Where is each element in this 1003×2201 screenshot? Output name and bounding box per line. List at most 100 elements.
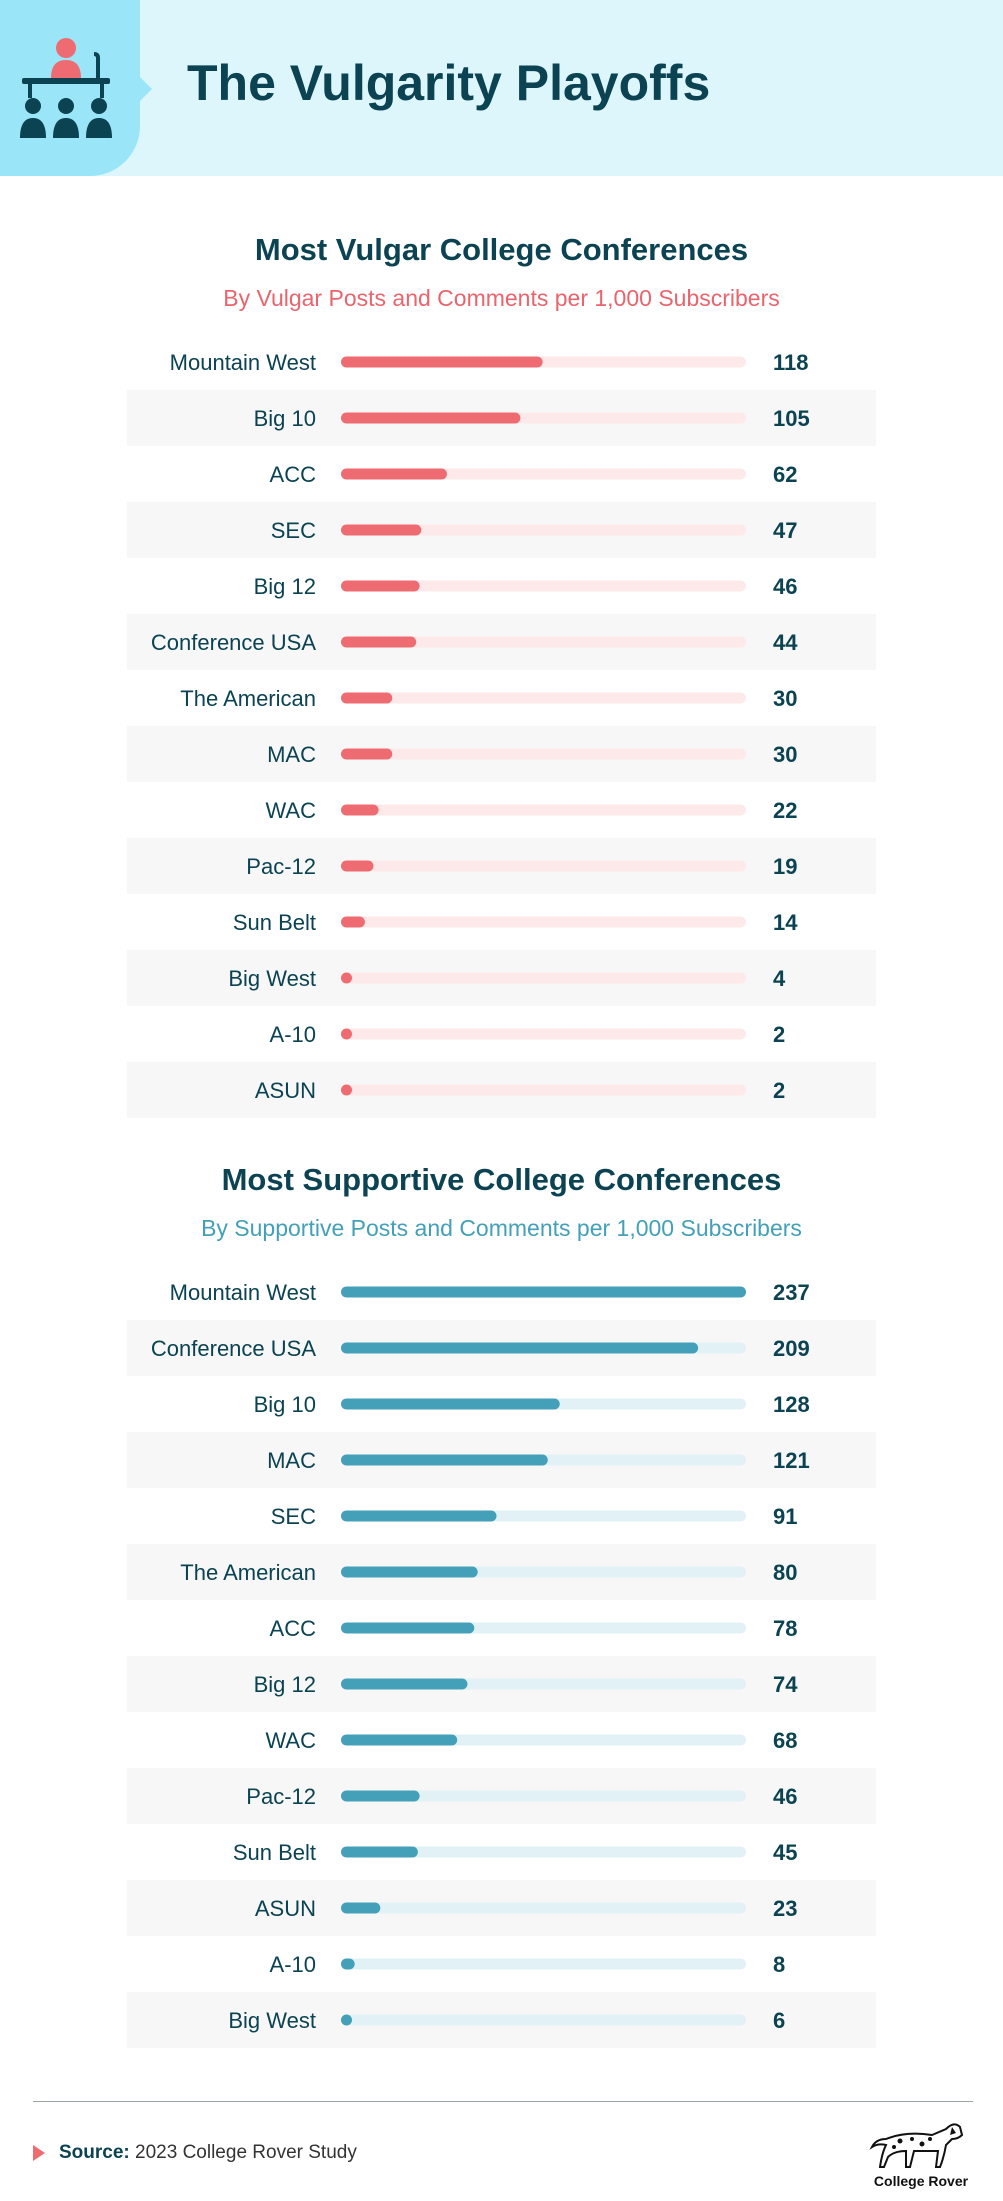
category-label: A-10 bbox=[270, 1952, 316, 1977]
bar bbox=[341, 860, 374, 872]
bar bbox=[341, 1510, 497, 1522]
category-label: Big 12 bbox=[254, 1672, 316, 1697]
dalmatian-dog-icon bbox=[869, 2123, 964, 2168]
value-label: 22 bbox=[773, 798, 797, 823]
bar-track bbox=[341, 1028, 746, 1040]
supportive-chart-subtitle: By Supportive Posts and Comments per 1,0… bbox=[201, 1215, 802, 1241]
triangle-bullet-icon bbox=[33, 2144, 45, 2161]
footer-divider bbox=[33, 2101, 973, 2102]
value-label: 46 bbox=[773, 1784, 797, 1809]
bar bbox=[341, 356, 543, 368]
bar-track bbox=[341, 1902, 746, 1914]
bar-track bbox=[341, 1084, 746, 1096]
category-label: ACC bbox=[270, 1616, 317, 1641]
value-label: 44 bbox=[773, 630, 798, 655]
supportive-chart-title: Most Supportive College Conferences bbox=[221, 1162, 782, 1197]
category-label: WAC bbox=[265, 798, 316, 823]
bar bbox=[341, 1454, 548, 1466]
category-label: MAC bbox=[267, 1448, 316, 1473]
vulgar-chart-title: Most Vulgar College Conferences bbox=[254, 232, 749, 267]
category-label: Mountain West bbox=[170, 1280, 316, 1305]
logo-text: College Rover bbox=[873, 2173, 969, 2189]
bar bbox=[341, 1398, 560, 1410]
value-label: 118 bbox=[773, 350, 809, 375]
value-label: 121 bbox=[773, 1448, 810, 1473]
bar-track bbox=[341, 1790, 746, 1802]
bar bbox=[341, 412, 521, 424]
category-label: Big 10 bbox=[254, 1392, 316, 1417]
value-label: 2 bbox=[773, 1078, 785, 1103]
vulgar-chart: Mountain West 118 Big 10 105 ACC 62 SEC 47 Big 1… bbox=[127, 350, 876, 1118]
value-label: 45 bbox=[773, 1840, 797, 1865]
category-label: Big West bbox=[228, 2008, 316, 2033]
bar-track bbox=[341, 580, 746, 592]
value-label: 30 bbox=[773, 742, 797, 767]
bar-track bbox=[341, 692, 746, 704]
category-label: Mountain West bbox=[170, 350, 316, 375]
bar bbox=[341, 580, 420, 592]
bar bbox=[341, 1678, 468, 1690]
value-label: 46 bbox=[773, 574, 797, 599]
value-label: 80 bbox=[773, 1560, 797, 1585]
college-rover-logo: College Rover bbox=[866, 2117, 976, 2189]
value-label: 8 bbox=[773, 1952, 785, 1977]
category-label: SEC bbox=[271, 518, 316, 543]
category-label: ACC bbox=[270, 462, 317, 487]
bar-track bbox=[341, 860, 746, 872]
value-label: 68 bbox=[773, 1728, 797, 1753]
value-label: 4 bbox=[773, 966, 786, 991]
bar bbox=[341, 2014, 352, 2026]
header-banner: The Vulgarity Playoffs bbox=[0, 0, 1003, 176]
bar bbox=[341, 468, 447, 480]
category-label: Big 10 bbox=[254, 406, 316, 431]
bar bbox=[341, 1902, 381, 1914]
bar-track bbox=[341, 636, 746, 648]
supportive-chart: Mountain West 237 Conference USA 209 Big 10 1… bbox=[127, 1280, 876, 2048]
bar bbox=[341, 1734, 458, 1746]
bar bbox=[341, 692, 393, 704]
icon-box bbox=[0, 0, 152, 176]
category-label: MAC bbox=[267, 742, 316, 767]
bar-track bbox=[341, 1846, 746, 1858]
page-title: The Vulgarity Playoffs bbox=[187, 55, 711, 111]
value-label: 14 bbox=[773, 910, 798, 935]
bar bbox=[341, 1342, 699, 1354]
value-label: 128 bbox=[773, 1392, 810, 1417]
value-label: 209 bbox=[773, 1336, 810, 1361]
bar-track bbox=[341, 1958, 746, 1970]
value-label: 6 bbox=[773, 2008, 785, 2033]
value-label: 237 bbox=[773, 1280, 810, 1305]
category-label: The American bbox=[180, 686, 316, 711]
bar bbox=[341, 1790, 420, 1802]
bar bbox=[341, 1084, 352, 1096]
value-label: 30 bbox=[773, 686, 797, 711]
category-label: The American bbox=[180, 1560, 316, 1585]
category-label: ASUN bbox=[255, 1078, 316, 1103]
value-label: 2 bbox=[773, 1022, 785, 1047]
category-label: Conference USA bbox=[151, 1336, 316, 1361]
value-label: 62 bbox=[773, 462, 797, 487]
bar bbox=[341, 1846, 418, 1858]
bar bbox=[341, 636, 417, 648]
bar bbox=[341, 916, 365, 928]
bar bbox=[341, 1286, 746, 1298]
bar-track bbox=[341, 524, 746, 536]
bar-track bbox=[341, 916, 746, 928]
bar bbox=[341, 748, 393, 760]
category-label: Big West bbox=[228, 966, 316, 991]
category-label: WAC bbox=[265, 1728, 316, 1753]
value-label: 47 bbox=[773, 518, 797, 543]
bar-track bbox=[341, 804, 746, 816]
category-label: A-10 bbox=[270, 1022, 316, 1047]
category-label: Sun Belt bbox=[233, 910, 316, 935]
value-label: 91 bbox=[773, 1504, 797, 1529]
category-label: ASUN bbox=[255, 1896, 316, 1921]
category-label: Sun Belt bbox=[233, 1840, 316, 1865]
bar bbox=[341, 1566, 478, 1578]
bar-track bbox=[341, 2014, 746, 2026]
vulgar-chart-subtitle: By Vulgar Posts and Comments per 1,000 S… bbox=[223, 285, 780, 311]
value-label: 105 bbox=[773, 406, 810, 431]
bar bbox=[341, 524, 422, 536]
bar bbox=[341, 1622, 475, 1634]
category-label: Pac-12 bbox=[246, 854, 316, 879]
